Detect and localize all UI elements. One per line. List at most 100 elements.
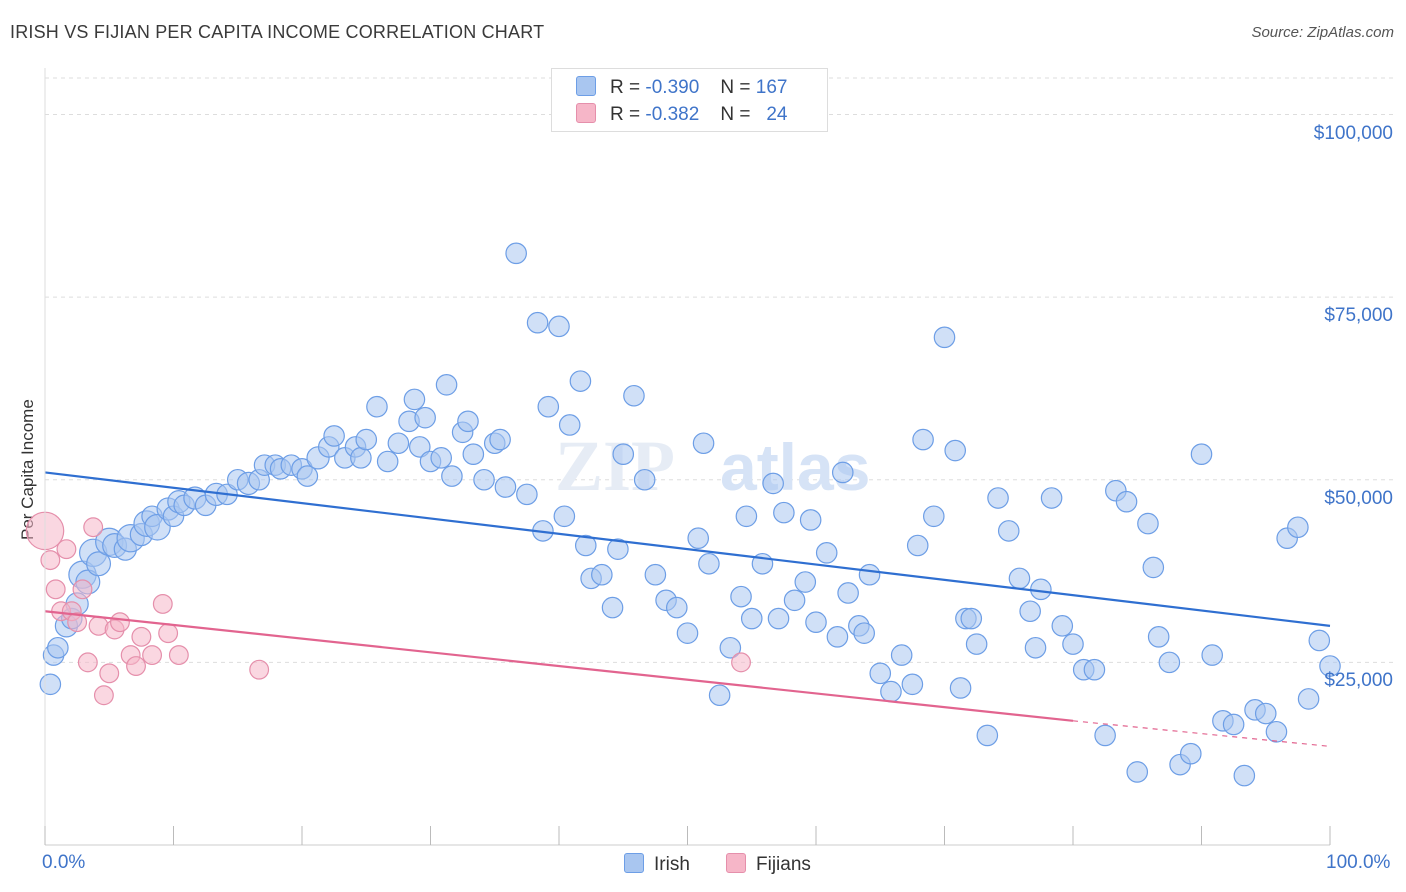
irish-point (944, 439, 967, 462)
irish-point (553, 505, 576, 528)
grid-lines (45, 77, 1395, 663)
irish-point (906, 534, 929, 557)
irish-point (1179, 742, 1202, 765)
irish-point (1083, 658, 1106, 681)
irish-point (47, 636, 69, 659)
irish-point (408, 436, 431, 458)
irish-point (1040, 487, 1063, 509)
legend-row-fijians: R = -0.382 N = 24 (576, 103, 787, 126)
n-value-fijians: 24 (766, 104, 788, 125)
irish-point (805, 611, 827, 634)
irish-point (574, 534, 597, 557)
irish-point (692, 432, 715, 455)
fijians-point (77, 652, 98, 673)
data-points (25, 242, 1341, 787)
irish-point (773, 501, 795, 524)
r-label: R = (610, 104, 641, 125)
irish-point (965, 633, 988, 655)
irish-point (794, 571, 817, 593)
irish-point (783, 589, 806, 612)
irish-point (1297, 688, 1320, 710)
irish-point (987, 487, 1009, 509)
irish-point (853, 622, 875, 644)
irish-point (912, 428, 934, 451)
irish-point (39, 673, 62, 696)
fijians-point (168, 645, 189, 666)
irish-point (901, 673, 924, 696)
irish-point (296, 465, 319, 487)
irish-point (376, 450, 399, 473)
irish-point (1158, 651, 1181, 674)
irish-point (1115, 490, 1138, 513)
irish-point (355, 428, 378, 451)
irish-point (457, 410, 479, 433)
fijians-trend-line (44, 610, 1074, 722)
irish-point (1051, 615, 1074, 637)
irish-point (403, 388, 426, 411)
legend-row-irish: R = -0.390 N = 167 (576, 76, 787, 99)
fijians-point (83, 517, 104, 538)
irish-point (607, 538, 629, 560)
irish-point (86, 551, 112, 577)
irish-swatch (576, 76, 596, 96)
irish-point (1137, 512, 1159, 535)
irish-point (612, 443, 635, 465)
irish-point (1126, 761, 1149, 783)
irish-point (323, 425, 345, 447)
irish-point (387, 432, 410, 455)
irish-point (505, 242, 527, 265)
irish-point (623, 384, 645, 407)
irish-point (1287, 516, 1309, 539)
x-axis (44, 68, 1331, 846)
fijians-swatch (576, 103, 596, 123)
irish-point (537, 395, 560, 418)
irish-point (414, 406, 436, 429)
irish-point (708, 684, 731, 707)
fijians-trend-extension (1072, 720, 1331, 747)
fijians-point (72, 579, 93, 600)
irish-point (1201, 644, 1224, 666)
irish-point (997, 520, 1020, 542)
irish-point (826, 626, 849, 648)
irish-point (1024, 636, 1047, 659)
r-value-fijians: -0.382 (645, 104, 700, 125)
irish-point (1008, 567, 1031, 590)
fijians-point (45, 579, 66, 600)
irish-point (1190, 443, 1213, 465)
irish-point (815, 542, 838, 564)
irish-trend-line (44, 471, 1331, 627)
y-tick-label: $75,000 (1324, 305, 1393, 327)
irish-point (976, 724, 999, 747)
bottom-legend-fijians: Fijians (726, 853, 811, 876)
irish-point (473, 468, 495, 491)
irish-point (489, 428, 511, 451)
x-tick-max: 100.0% (1326, 852, 1391, 873)
irish-point (462, 443, 485, 465)
irish-point (1319, 655, 1341, 677)
irish-point (1030, 578, 1052, 601)
irish-point (441, 465, 463, 487)
irish-point (1308, 629, 1331, 652)
irish-point (858, 563, 881, 586)
irish-point (1147, 626, 1170, 648)
fijians-legend-label: Fijians (756, 854, 811, 875)
irish-point (1254, 702, 1277, 725)
fijians-point (93, 685, 114, 706)
fijians-point (126, 656, 146, 676)
irish-point (762, 472, 784, 495)
irish-point (933, 326, 956, 349)
irish-point (1142, 556, 1165, 579)
irish-point (869, 662, 892, 685)
y-tick-label: $50,000 (1324, 487, 1393, 509)
irish-point (767, 607, 790, 630)
irish-legend-swatch (624, 853, 644, 873)
irish-point (740, 607, 763, 630)
r-value-irish: -0.390 (645, 77, 700, 98)
irish-point (591, 563, 613, 586)
y-tick-label: $25,000 (1324, 670, 1393, 692)
fijians-point (110, 612, 130, 633)
irish-point (569, 370, 592, 392)
fijians-point (67, 612, 88, 633)
fijians-point (152, 593, 173, 614)
